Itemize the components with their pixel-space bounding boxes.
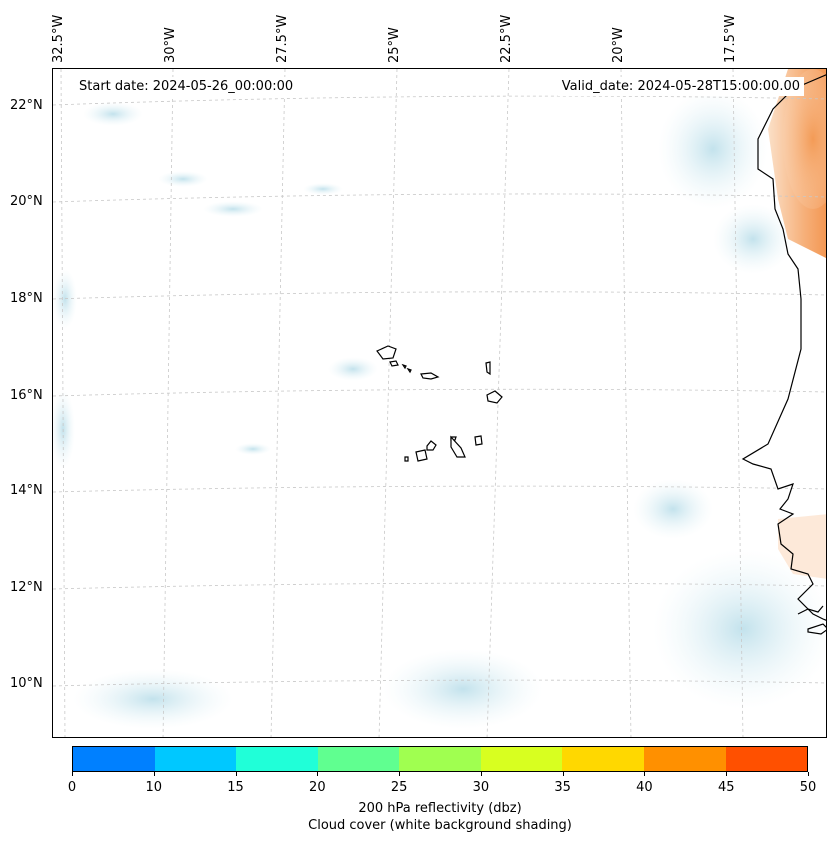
colorbar-segment xyxy=(154,747,237,771)
colorbar-tick-label: 10 xyxy=(145,780,163,795)
colorbar-tickmark xyxy=(317,772,319,776)
colorbar-tick-label: 20 xyxy=(309,780,326,795)
latitude-label: 22°N xyxy=(10,98,43,113)
colorbar-tickmark xyxy=(562,772,564,776)
colorbar-tickmark xyxy=(808,772,809,776)
colorbar-tick-label: 40 xyxy=(636,780,653,795)
cape-verde-islands xyxy=(376,345,503,462)
colorbar-segment xyxy=(725,747,808,771)
colorbar-tickmark xyxy=(726,772,728,776)
longitude-label: 17.5°W xyxy=(723,14,738,63)
colorbar xyxy=(72,746,808,772)
start-date-label: Start date: 2024-05-26_00:00:00 xyxy=(75,77,298,96)
colorbar-tick-label: 45 xyxy=(717,780,735,795)
longitude-label: 32.5°W xyxy=(51,14,66,63)
longitude-label: 27.5°W xyxy=(275,14,290,63)
colorbar-tick-label: 35 xyxy=(554,780,571,795)
colorbar-segment xyxy=(480,747,563,771)
colorbar-tickmark xyxy=(399,772,401,776)
colorbar-tickmark xyxy=(153,772,155,776)
colorbar-segment xyxy=(562,747,644,771)
graticule xyxy=(53,69,826,737)
colorbar-tick-label: 0 xyxy=(67,780,77,795)
colorbar-segment xyxy=(399,747,481,771)
colorbar-segment xyxy=(643,747,726,771)
latitude-label: 16°N xyxy=(10,388,43,403)
colorbar-tick-label: 30 xyxy=(472,780,490,795)
colorbar-tickmark xyxy=(72,772,73,776)
colorbar-segment xyxy=(236,747,318,771)
colorbar-tick-label: 15 xyxy=(227,780,244,795)
colorbar-tick-label: 50 xyxy=(799,780,817,795)
colorbar-segment xyxy=(73,747,155,771)
longitude-label: 22.5°W xyxy=(499,14,514,63)
cloud-cover-shading xyxy=(53,89,826,729)
longitude-label: 30°W xyxy=(163,27,178,63)
colorbar-title-line1: 200 hPa reflectivity (dbz) xyxy=(358,801,522,816)
map-panel: Start date: 2024-05-26_00:00:00 Valid_da… xyxy=(52,68,827,738)
longitude-label: 25°W xyxy=(387,27,402,63)
reflectivity-shading xyxy=(768,69,826,579)
colorbar-tickmark xyxy=(235,772,237,776)
colorbar-tickmark xyxy=(480,772,482,776)
latitude-label: 20°N xyxy=(10,194,43,209)
latitude-label: 18°N xyxy=(10,291,43,306)
latitude-label: 14°N xyxy=(10,483,43,498)
colorbar-tick-label: 25 xyxy=(390,780,408,795)
colorbar-title-line2: Cloud cover (white background shading) xyxy=(308,818,572,833)
coastline xyxy=(741,74,826,635)
longitude-label: 20°W xyxy=(611,27,626,63)
map-canvas xyxy=(53,69,826,737)
latitude-label: 12°N xyxy=(10,580,43,595)
valid-date-label: Valid_date: 2024-05-28T15:00:00.00 xyxy=(557,77,804,96)
latitude-label: 10°N xyxy=(10,676,43,691)
colorbar-segment xyxy=(317,747,400,771)
colorbar-tickmark xyxy=(644,772,646,776)
